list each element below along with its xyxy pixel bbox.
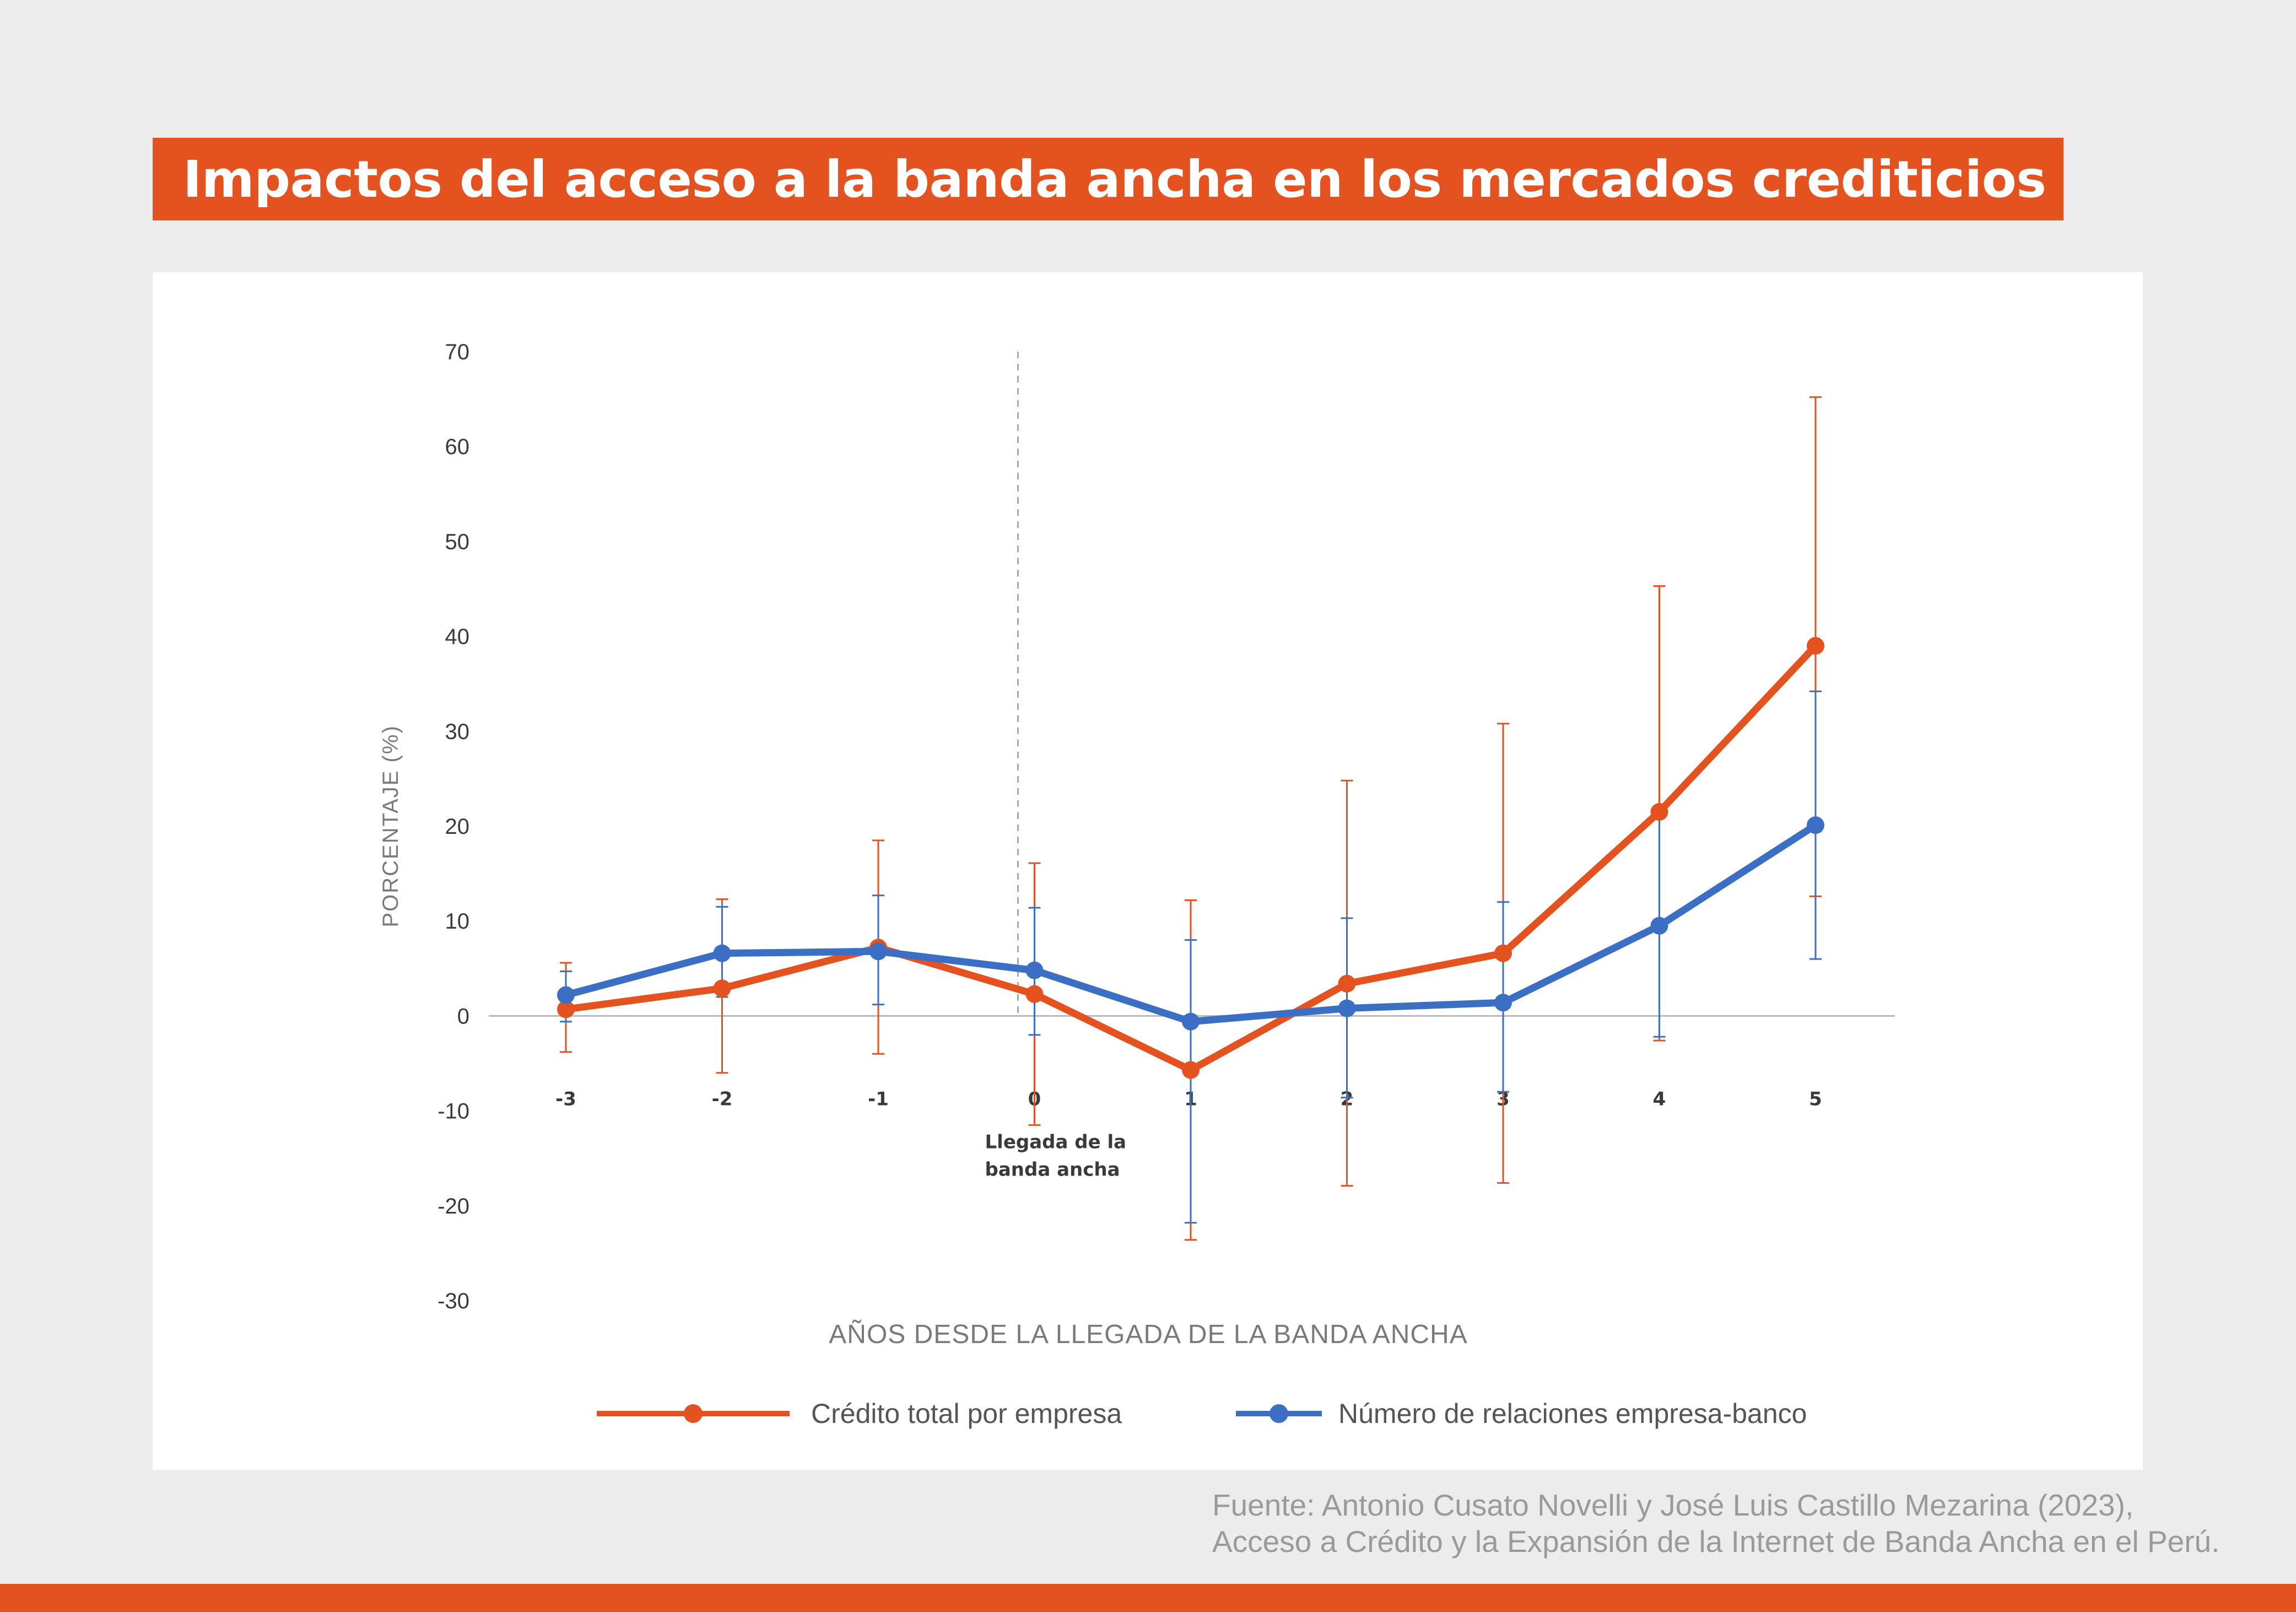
bottom-accent-bar	[0, 1584, 2296, 1612]
x-tick-label: -3	[555, 1088, 576, 1110]
y-tick-label: 60	[445, 435, 470, 459]
line-chart: 70 60 50 40 30 20 10 0 -10 -20 -30 PORCENTAJE (%) -3…	[379, 340, 1895, 1429]
y-tick-label: 30	[445, 720, 470, 744]
data-point-relaciones	[1182, 1012, 1200, 1031]
data-point-relaciones	[1338, 999, 1356, 1017]
data-point-relaciones	[1650, 916, 1668, 935]
source-note: Fuente: Antonio Cusato Novelli y José Lu…	[1212, 1487, 2259, 1560]
y-tick-label: 10	[445, 909, 470, 934]
page-title: Impactos del acceso a la banda ancha en …	[183, 149, 2046, 209]
data-point-credito	[1807, 637, 1824, 655]
x-tick-label: -1	[868, 1088, 889, 1110]
data-point-relaciones	[1807, 816, 1824, 834]
y-axis-label: PORCENTAJE (%)	[379, 725, 403, 927]
data-point-relaciones	[1494, 994, 1512, 1012]
legend-label: Número de relaciones empresa-banco	[1338, 1398, 1807, 1429]
data-point-credito	[1025, 985, 1044, 1003]
y-tick-label: -20	[437, 1194, 469, 1219]
y-tick-label: 0	[457, 1004, 469, 1028]
x-axis-label: AÑOS DESDE LA LLEGADA DE LA BANDA ANCHA	[829, 1319, 1467, 1349]
source-line-1: Fuente: Antonio Cusato Novelli y José Lu…	[1212, 1488, 2134, 1522]
annotation-line-1: Llegada de la	[985, 1131, 1127, 1153]
data-point-relaciones	[557, 986, 575, 1004]
data-point-credito	[713, 979, 731, 998]
x-tick-label: 4	[1653, 1088, 1666, 1110]
data-point-credito	[1494, 944, 1512, 962]
x-tick-label: -2	[712, 1088, 733, 1110]
data-point-relaciones	[869, 942, 887, 961]
data-point-relaciones	[713, 944, 731, 962]
source-line-2: Acceso a Crédito y la Expansión de la In…	[1212, 1524, 2220, 1559]
data-point-credito	[1182, 1061, 1200, 1079]
x-tick-label: 5	[1809, 1088, 1822, 1110]
y-tick-label: 20	[445, 815, 470, 839]
legend-marker	[1269, 1404, 1288, 1423]
legend-marker	[684, 1404, 703, 1423]
legend-label: Crédito total por empresa	[811, 1398, 1122, 1429]
data-point-credito	[1650, 803, 1668, 821]
y-tick-label: 50	[445, 530, 470, 554]
chart-panel: 70 60 50 40 30 20 10 0 -10 -20 -30 PORCENTAJE (%) -3…	[153, 272, 2143, 1470]
data-point-relaciones	[1025, 961, 1044, 979]
data-point-credito	[557, 1000, 575, 1018]
title-banner: Impactos del acceso a la banda ancha en …	[153, 138, 2063, 220]
y-tick-label: 70	[445, 340, 470, 364]
data-point-credito	[1338, 974, 1356, 993]
y-tick-label: -10	[437, 1099, 469, 1124]
y-tick-label: -30	[437, 1289, 469, 1313]
annotation-line-2: banda ancha	[985, 1158, 1120, 1180]
y-tick-label: 40	[445, 625, 470, 649]
